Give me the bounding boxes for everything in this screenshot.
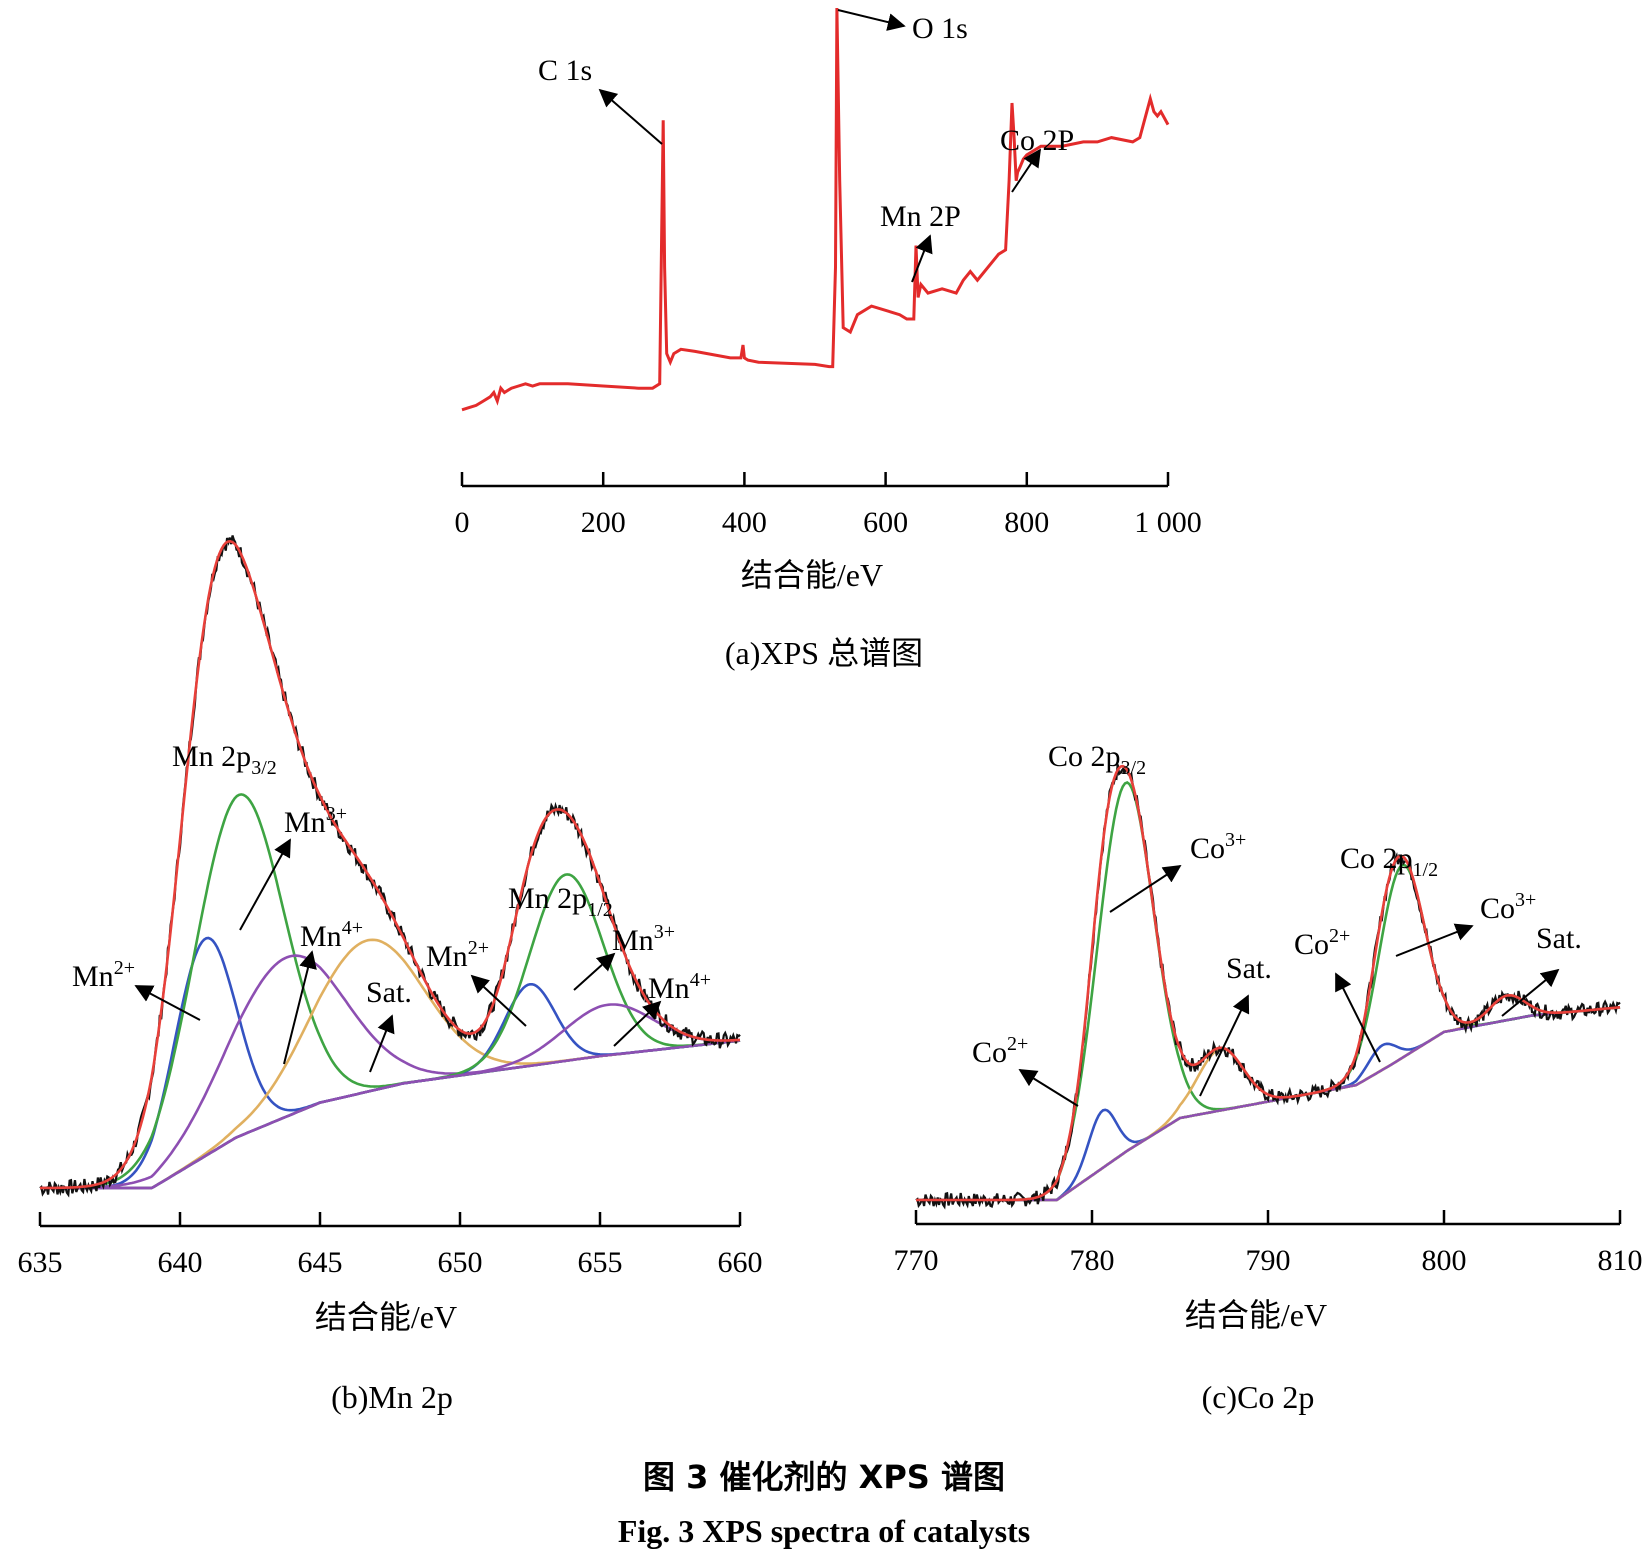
panel-c: 770 780 790 800 810 结合能/eV Co 2p3/2 Co 2p1/2… bbox=[894, 740, 1643, 1415]
mn2p-arrow bbox=[911, 234, 933, 283]
co3-plus-label-2: Co3+ bbox=[1480, 889, 1536, 925]
co3-plus-arrow-1 bbox=[1109, 865, 1182, 913]
panel-b-x-axis-title: 结合能/eV bbox=[315, 1299, 457, 1335]
panel-a-x-axis: 0 200 400 600 800 1 000 bbox=[455, 472, 1202, 539]
x-tick-label-c-3: 800 bbox=[1422, 1244, 1467, 1277]
mn2p12-label: Mn 2p1/2 bbox=[508, 882, 613, 921]
mn3-plus-arrow-2 bbox=[573, 952, 616, 991]
b-component-5-curve bbox=[40, 873, 741, 1190]
panel-b-caption: (b)Mn 2p bbox=[331, 1379, 453, 1415]
co-sat-label-1: Sat. bbox=[1226, 952, 1272, 985]
b-fit-envelope-curve bbox=[39, 539, 741, 1190]
mn3-plus-label-1: Mn3+ bbox=[284, 803, 347, 839]
x-tick-label-a-2: 400 bbox=[722, 506, 767, 539]
x-tick-label-a-4: 800 bbox=[1004, 506, 1049, 539]
panel-b-ticks bbox=[38, 1212, 742, 1226]
mn4-plus-arrow-2 bbox=[613, 1000, 662, 1047]
x-tick-label-a-5: 1 000 bbox=[1134, 506, 1202, 539]
b-component-6-curve bbox=[40, 1003, 741, 1190]
co-sat-arrow-2 bbox=[1501, 968, 1560, 1017]
mn-sat-arrow bbox=[369, 1014, 395, 1073]
b-background-curve bbox=[40, 1039, 741, 1190]
mn4-plus-arrow-1 bbox=[283, 950, 317, 1065]
mn2-plus-arrow-1 bbox=[134, 985, 201, 1021]
panel-a-ticks bbox=[460, 472, 1170, 486]
x-tick-label-b-0: 635 bbox=[18, 1246, 63, 1279]
mn4-plus-label-1: Mn4+ bbox=[300, 917, 363, 953]
co2-plus-label-2: Co2+ bbox=[1294, 925, 1350, 961]
x-tick-label-a-0: 0 bbox=[455, 506, 470, 539]
x-tick-label-c-1: 780 bbox=[1070, 1244, 1115, 1277]
x-tick-label-b-5: 660 bbox=[718, 1246, 763, 1279]
panel-b-tick-labels: 635 640 645 650 655 660 bbox=[18, 1246, 763, 1279]
co2-plus-arrow-2 bbox=[1335, 972, 1381, 1063]
mn-sat-label: Sat. bbox=[366, 976, 412, 1009]
panel-a-annotation-c1s: C 1s bbox=[538, 54, 663, 145]
panel-c-annotations: Co 2p3/2 Co 2p1/2 Co2+ Co3+ Sat. Co2+ Co… bbox=[972, 740, 1582, 1107]
mn2-plus-label-1: Mn2+ bbox=[72, 957, 135, 993]
panel-c-x-axis-title: 结合能/eV bbox=[1185, 1297, 1327, 1333]
panel-a-annotation-o1s: O 1s bbox=[837, 9, 968, 45]
c1s-label: C 1s bbox=[538, 54, 592, 87]
co-sat-arrow-1 bbox=[1199, 994, 1250, 1097]
x-tick-label-b-1: 640 bbox=[158, 1246, 203, 1279]
panel-a-x-axis-title: 结合能/eV bbox=[741, 557, 883, 593]
co2p32-label: Co 2p3/2 bbox=[1048, 740, 1146, 779]
panel-c-caption: (c)Co 2p bbox=[1202, 1379, 1315, 1415]
panel-a: 0 200 400 600 800 1 000 结合能/eV C 1s O 1s Mn 2… bbox=[455, 7, 1202, 671]
c1s-arrow bbox=[598, 88, 663, 145]
mn2-plus-arrow-2 bbox=[470, 974, 527, 1027]
mn4-plus-label-2: Mn4+ bbox=[648, 969, 711, 1005]
mn3-plus-label-2: Mn3+ bbox=[612, 921, 675, 957]
panel-b-annotations: Mn 2p3/2 Mn 2p1/2 Mn2+ Mn3+ Mn4+ Sat. Mn… bbox=[72, 740, 711, 1073]
figure-caption-en: Fig. 3 XPS spectra of catalysts bbox=[618, 1513, 1030, 1549]
x-tick-label-c-0: 770 bbox=[894, 1244, 939, 1277]
panel-c-curves bbox=[915, 764, 1621, 1210]
panel-a-tick-labels: 0 200 400 600 800 1 000 bbox=[455, 506, 1202, 539]
co3-plus-label-1: Co3+ bbox=[1190, 829, 1246, 865]
panel-a-annotation-co2p: Co 2P bbox=[1000, 124, 1074, 193]
panel-a-annotation-mn2p: Mn 2P bbox=[880, 200, 961, 283]
mn2p-label: Mn 2P bbox=[880, 200, 961, 233]
x-tick-label-b-4: 655 bbox=[578, 1246, 623, 1279]
co2-plus-arrow-1 bbox=[1018, 1069, 1079, 1107]
mn3-plus-arrow-1 bbox=[239, 838, 291, 931]
co-sat-label-2: Sat. bbox=[1536, 922, 1582, 955]
mn2p32-label: Mn 2p3/2 bbox=[172, 740, 277, 779]
co3-plus-arrow-2 bbox=[1395, 923, 1474, 957]
panel-b-x-axis: 635 640 645 650 655 660 bbox=[18, 1212, 763, 1279]
panel-b: 635 640 645 650 655 660 结合能/eV Mn 2p3/2 Mn 2p… bbox=[18, 535, 763, 1415]
x-tick-label-c-2: 790 bbox=[1246, 1244, 1291, 1277]
x-tick-label-a-3: 600 bbox=[863, 506, 908, 539]
o1s-label: O 1s bbox=[912, 12, 968, 45]
panel-a-caption: (a)XPS 总谱图 bbox=[725, 635, 923, 671]
x-tick-label-c-4: 810 bbox=[1598, 1244, 1643, 1277]
x-tick-label-b-2: 645 bbox=[298, 1246, 343, 1279]
co2p-arrow bbox=[1011, 148, 1041, 193]
b-raw-data-curve bbox=[39, 535, 741, 1198]
c-raw-data-curve bbox=[915, 764, 1621, 1210]
c-component-1-curve bbox=[916, 781, 1621, 1202]
o1s-arrow bbox=[837, 9, 906, 31]
panel-c-tick-labels: 770 780 790 800 810 bbox=[894, 1244, 1643, 1277]
figure-caption-cn: 图 3 催化剂的 XPS 谱图 bbox=[643, 1458, 1005, 1496]
panel-c-x-axis: 770 780 790 800 810 bbox=[894, 1210, 1643, 1277]
mn2-plus-label-2: Mn2+ bbox=[426, 937, 489, 973]
panel-b-curves bbox=[39, 535, 741, 1198]
c-fit-envelope-curve bbox=[916, 764, 1621, 1202]
co2-plus-label-1: Co2+ bbox=[972, 1033, 1028, 1069]
x-tick-label-a-1: 200 bbox=[581, 506, 626, 539]
x-tick-label-b-3: 650 bbox=[438, 1246, 483, 1279]
co2p12-label: Co 2p1/2 bbox=[1340, 842, 1438, 881]
panel-c-ticks bbox=[914, 1210, 1622, 1224]
c-background-curve bbox=[916, 1006, 1621, 1202]
co2p-label: Co 2P bbox=[1000, 124, 1074, 157]
